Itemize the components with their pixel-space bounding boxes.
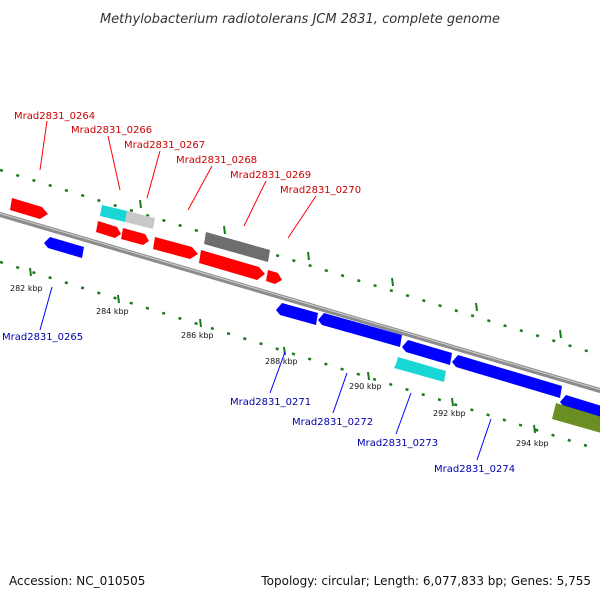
gene-box-gray[interactable] xyxy=(204,232,270,262)
gene-box-olive[interactable] xyxy=(552,403,600,434)
accession-text: Accession: NC_010505 xyxy=(9,574,145,588)
major-tick xyxy=(29,267,32,277)
leader-line xyxy=(187,165,213,211)
forward-genes xyxy=(10,198,282,284)
scale-label: 286 kbp xyxy=(181,331,214,340)
gene-label[interactable]: Mrad2831_0269 xyxy=(230,170,311,181)
genome-backbone xyxy=(0,211,600,394)
gene-arrow-reverse[interactable] xyxy=(560,395,600,420)
leader-line xyxy=(107,135,121,191)
major-tick xyxy=(139,199,142,209)
leader-line xyxy=(39,120,48,171)
gene-arrow-forward[interactable] xyxy=(153,237,198,259)
leader-line xyxy=(39,286,53,331)
major-tick xyxy=(223,225,226,235)
gene-label[interactable]: Mrad2831_0266 xyxy=(71,125,152,136)
major-tick xyxy=(451,397,454,407)
gene-label[interactable]: Mrad2831_0265 xyxy=(2,332,83,343)
scale-label: 294 kbp xyxy=(516,439,549,448)
gene-label[interactable]: Mrad2831_0268 xyxy=(176,155,257,166)
gene-arrow-reverse[interactable] xyxy=(452,355,562,398)
topology-summary: Topology: circular; Length: 6,077,833 bp… xyxy=(260,574,591,588)
outer-tick-track xyxy=(0,168,600,357)
scale-label: 288 kbp xyxy=(265,357,298,366)
major-ticks xyxy=(29,199,562,434)
gene-label[interactable]: Mrad2831_0272 xyxy=(292,417,373,428)
gene-arrow-forward[interactable] xyxy=(199,250,265,280)
gene-arrow-reverse[interactable] xyxy=(44,237,84,258)
major-tick xyxy=(117,294,120,304)
gene-arrow-reverse[interactable] xyxy=(318,313,402,347)
major-tick xyxy=(475,302,478,312)
gene-label[interactable]: Mrad2831_0271 xyxy=(230,397,311,408)
gene-box-cyan[interactable] xyxy=(100,205,127,222)
major-tick xyxy=(367,371,370,381)
scale-label: 292 kbp xyxy=(433,409,466,418)
gene-arrow-forward[interactable] xyxy=(96,221,121,238)
scale-labels: 282 kbp 284 kbp 286 kbp 288 kbp 290 kbp … xyxy=(10,284,549,448)
leader-line xyxy=(146,150,161,199)
leader-line xyxy=(332,372,348,414)
major-tick xyxy=(199,318,202,328)
major-tick xyxy=(307,251,310,261)
gene-arrow-forward[interactable] xyxy=(121,228,149,245)
map-title: Methylobacterium radiotolerans JCM 2831,… xyxy=(100,12,500,27)
leader-line xyxy=(395,392,412,435)
leader-line xyxy=(287,195,317,239)
reverse-gene-labels: Mrad2831_0265 Mrad2831_0271 Mrad2831_027… xyxy=(2,286,515,475)
leader-line xyxy=(243,180,267,227)
major-tick xyxy=(559,329,562,339)
major-tick xyxy=(391,277,394,287)
forward-gene-labels: Mrad2831_0264 Mrad2831_0266 Mrad2831_026… xyxy=(14,111,361,239)
gene-arrow-forward[interactable] xyxy=(10,198,48,219)
gene-label[interactable]: Mrad2831_0264 xyxy=(14,111,95,122)
reverse-genes xyxy=(44,237,600,434)
gene-label[interactable]: Mrad2831_0274 xyxy=(434,464,515,475)
leader-line xyxy=(476,418,492,461)
gene-label[interactable]: Mrad2831_0270 xyxy=(280,185,361,196)
gene-arrow-reverse[interactable] xyxy=(402,340,452,365)
gene-arrow-reverse[interactable] xyxy=(276,303,318,325)
scale-label: 282 kbp xyxy=(10,284,43,293)
gene-box-light-gray[interactable] xyxy=(125,211,155,229)
gene-label[interactable]: Mrad2831_0273 xyxy=(357,438,438,449)
major-tick xyxy=(533,424,536,434)
gene-arrow-forward[interactable] xyxy=(266,270,282,284)
scale-label: 284 kbp xyxy=(96,307,129,316)
scale-label: 290 kbp xyxy=(349,382,382,391)
leader-line xyxy=(269,351,286,394)
gene-label[interactable]: Mrad2831_0267 xyxy=(124,140,205,151)
inner-tick-track xyxy=(0,260,600,452)
gene-box-cyan[interactable] xyxy=(394,357,446,382)
